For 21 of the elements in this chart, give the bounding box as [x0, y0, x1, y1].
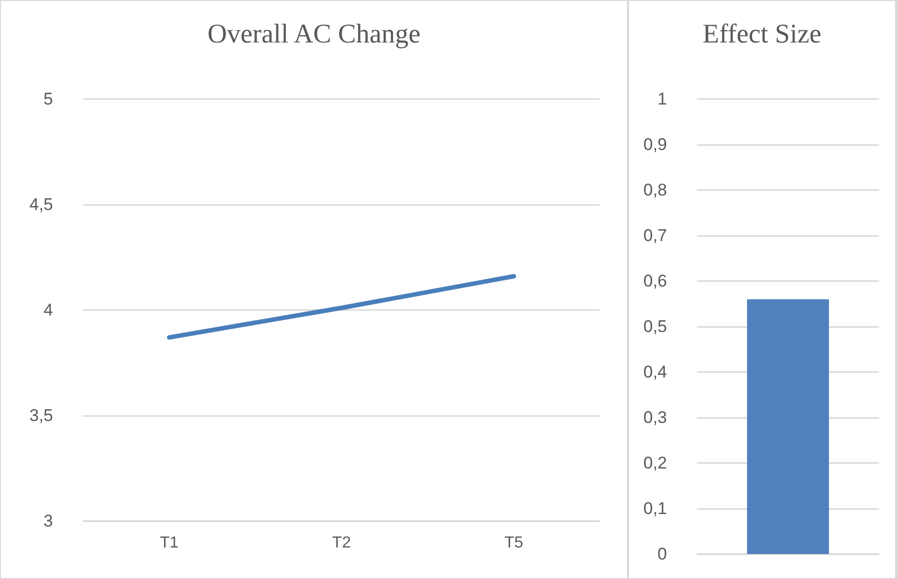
y-tick-label: 3	[44, 512, 53, 530]
y-tick-label: 4,5	[29, 195, 53, 214]
y-tick-label: 4	[44, 300, 53, 320]
y-tick-label: 0,7	[643, 226, 667, 245]
x-tick-label: T2	[332, 534, 351, 552]
y-tick-label: 3,5	[29, 406, 53, 425]
y-tick-label: 0,9	[643, 135, 667, 154]
y-tick-label: 0,5	[643, 317, 667, 336]
y-tick-label: 0,2	[643, 454, 667, 472]
y-tick-label: 0,1	[643, 499, 667, 518]
y-tick-label: 0,4	[643, 362, 667, 382]
chart-title: Overall AC Change	[208, 18, 420, 48]
y-tick-label: 5	[44, 90, 53, 108]
chart-title: Effect Size	[702, 18, 822, 48]
y-tick-label: 1	[658, 90, 667, 108]
y-tick-label: 0	[658, 544, 667, 564]
y-tick-label: 0,8	[643, 180, 667, 200]
y-tick-label: 0,6	[643, 272, 667, 290]
x-tick-label: T1	[160, 534, 179, 552]
y-tick-label: 0,3	[643, 408, 667, 427]
x-tick-label: T5	[504, 534, 524, 552]
